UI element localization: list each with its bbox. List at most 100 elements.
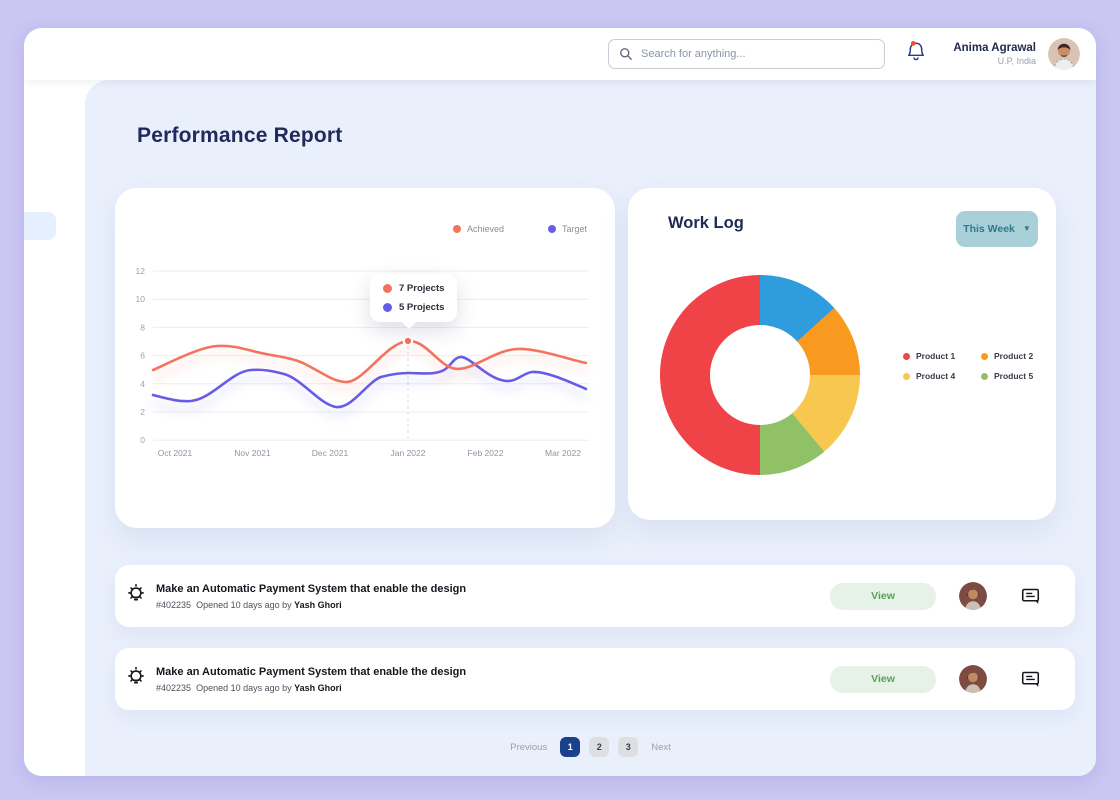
page-button-3[interactable]: 3 bbox=[618, 737, 638, 757]
period-select[interactable]: This Week ▼ bbox=[956, 211, 1038, 247]
svg-text:Oct 2021: Oct 2021 bbox=[158, 448, 193, 458]
main-area: Performance Report AchievedTarget 121086… bbox=[85, 80, 1096, 776]
lightbulb-icon bbox=[123, 664, 149, 695]
target-line bbox=[153, 357, 586, 407]
legend-item: Target bbox=[548, 224, 587, 234]
x-axis-labels: Oct 2021 Nov 2021 Dec 2021 Jan 2022 Feb 2022… bbox=[158, 448, 581, 458]
previous-button[interactable]: Previous bbox=[506, 742, 551, 753]
sidebar bbox=[24, 80, 85, 776]
tooltip-dot bbox=[383, 284, 392, 293]
svg-text:8: 8 bbox=[140, 322, 145, 332]
svg-text:Jan 2022: Jan 2022 bbox=[391, 448, 426, 458]
search-box[interactable] bbox=[608, 39, 885, 69]
user-avatar[interactable] bbox=[1048, 38, 1080, 70]
view-button[interactable]: View bbox=[830, 583, 936, 610]
pagination: Previous 123 Next bbox=[85, 737, 1096, 757]
task-author: Yash Ghori bbox=[294, 683, 342, 693]
legend-label: Product 5 bbox=[994, 371, 1033, 381]
legend-dot bbox=[548, 225, 556, 233]
svg-text:10: 10 bbox=[136, 294, 146, 304]
tooltip-label: 7 Projects bbox=[399, 283, 444, 294]
task-id: #402235 bbox=[156, 683, 191, 693]
comment-icon[interactable] bbox=[1021, 670, 1040, 688]
search-input[interactable] bbox=[641, 48, 874, 60]
task-opened-text: Opened 10 days ago by bbox=[196, 600, 292, 610]
page-title: Performance Report bbox=[137, 124, 343, 148]
user-meta: Anima Agrawal U.P, India bbox=[953, 42, 1036, 66]
work-log-legend: Product 1 Product 2 Product 4 Product 5 bbox=[903, 351, 1033, 381]
legend-dot bbox=[981, 353, 988, 360]
chevron-down-icon: ▼ bbox=[1023, 225, 1031, 233]
legend-dot bbox=[903, 353, 910, 360]
page-buttons: 123 bbox=[560, 737, 638, 757]
assignee-avatar[interactable] bbox=[959, 582, 987, 610]
legend-label: Product 2 bbox=[994, 351, 1033, 361]
work-log-card: Work Log This Week ▼ Product 1Product 2P… bbox=[628, 188, 1056, 520]
performance-chart-card: Achieved Target 12 10 8 6 4 2 0 Oct 2021 Nov 202… bbox=[115, 188, 615, 528]
assignee-avatar[interactable] bbox=[959, 665, 987, 693]
user-location: U.P, India bbox=[953, 56, 1036, 66]
search-icon bbox=[619, 47, 633, 61]
legend-item: Achieved bbox=[453, 224, 504, 234]
legend-label: Target bbox=[562, 224, 587, 234]
top-header: Anima Agrawal U.P, India bbox=[24, 28, 1096, 80]
task-text: Make an Automatic Payment System that en… bbox=[156, 583, 830, 610]
svg-text:Dec 2021: Dec 2021 bbox=[312, 448, 349, 458]
svg-text:4: 4 bbox=[140, 379, 145, 389]
user-name: Anima Agrawal bbox=[953, 42, 1036, 54]
lightbulb-icon bbox=[123, 581, 149, 612]
legend-dot bbox=[981, 373, 988, 380]
content-row: Performance Report AchievedTarget 121086… bbox=[24, 80, 1096, 776]
task-meta: #402235 Opened 10 days ago by Yash Ghori bbox=[156, 683, 830, 693]
svg-text:Mar 2022: Mar 2022 bbox=[545, 448, 581, 458]
legend-dot bbox=[453, 225, 461, 233]
comment-icon[interactable] bbox=[1021, 587, 1040, 605]
task-title: Make an Automatic Payment System that en… bbox=[156, 583, 830, 595]
chart-tooltip: 7 Projects 5 Projects bbox=[370, 274, 457, 322]
user-avatar-image bbox=[1048, 38, 1080, 70]
svg-text:Nov 2021: Nov 2021 bbox=[234, 448, 271, 458]
page-button-1[interactable]: 1 bbox=[560, 737, 580, 757]
legend-item: Product 2 bbox=[981, 351, 1033, 361]
task-text: Make an Automatic Payment System that en… bbox=[156, 666, 830, 693]
tooltip-row: 7 Projects bbox=[383, 283, 444, 294]
header-right: Anima Agrawal U.P, India bbox=[905, 38, 1080, 70]
task-row: Make an Automatic Payment System that en… bbox=[115, 565, 1075, 627]
svg-text:6: 6 bbox=[140, 351, 145, 361]
legend-item: Product 1 bbox=[903, 351, 967, 361]
svg-text:Feb 2022: Feb 2022 bbox=[468, 448, 504, 458]
tooltip-row: 5 Projects bbox=[383, 302, 444, 313]
legend-label: Product 1 bbox=[916, 351, 955, 361]
task-meta: #402235 Opened 10 days ago by Yash Ghori bbox=[156, 600, 830, 610]
data-point-marker bbox=[404, 337, 412, 345]
page-button-2[interactable]: 2 bbox=[589, 737, 609, 757]
task-author: Yash Ghori bbox=[294, 600, 342, 610]
bell-icon bbox=[905, 40, 927, 64]
legend-label: Achieved bbox=[467, 224, 504, 234]
legend-dot bbox=[903, 373, 910, 380]
tooltip-dot bbox=[383, 303, 392, 312]
svg-text:0: 0 bbox=[140, 435, 145, 445]
work-log-title: Work Log bbox=[668, 214, 744, 233]
task-id: #402235 bbox=[156, 600, 191, 610]
sidebar-active-item[interactable] bbox=[24, 212, 56, 240]
svg-text:2: 2 bbox=[140, 407, 145, 417]
work-log-donut-chart[interactable] bbox=[660, 275, 860, 475]
next-button[interactable]: Next bbox=[647, 742, 675, 753]
app-window: Anima Agrawal U.P, India Performance Rep… bbox=[24, 28, 1096, 776]
svg-text:12: 12 bbox=[136, 266, 146, 276]
legend-label: Product 4 bbox=[916, 371, 955, 381]
task-row: Make an Automatic Payment System that en… bbox=[115, 648, 1075, 710]
unread-dot bbox=[911, 41, 916, 46]
legend-item: Product 4 bbox=[903, 371, 967, 381]
view-button[interactable]: View bbox=[830, 666, 936, 693]
task-opened-text: Opened 10 days ago by bbox=[196, 683, 292, 693]
legend-item: Product 5 bbox=[981, 371, 1033, 381]
tooltip-label: 5 Projects bbox=[399, 302, 444, 313]
performance-legend: Achieved Target bbox=[453, 224, 587, 234]
performance-line-chart[interactable]: 12 10 8 6 4 2 0 Oct 2021 Nov 2021 Dec 2021 Jan 20… bbox=[127, 246, 603, 464]
notification-button[interactable] bbox=[905, 40, 927, 69]
period-label: This Week bbox=[963, 223, 1015, 235]
y-axis-labels: 12 10 8 6 4 2 0 bbox=[136, 266, 146, 445]
task-title: Make an Automatic Payment System that en… bbox=[156, 666, 830, 678]
